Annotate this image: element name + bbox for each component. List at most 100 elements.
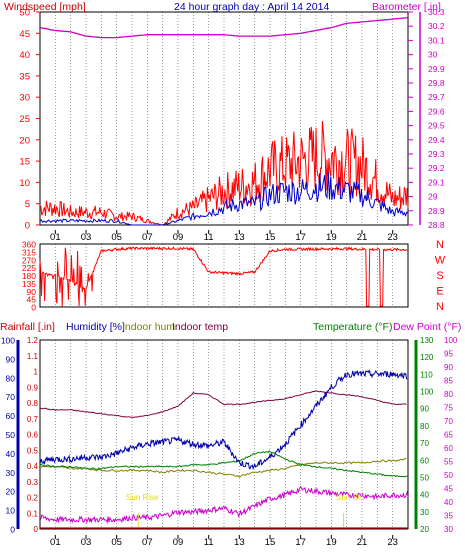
top-x-tick-label: 05 [111,232,122,243]
windspeed-tick-label: 30 [19,93,30,104]
barometer-tick-label: 29.9 [428,64,445,74]
bot-x-tick-label: 03 [81,537,92,548]
humidity-tick-label: 30 [6,468,16,478]
top-x-tick-label: 13 [234,232,245,243]
direction-tick-label: 270 [22,255,36,265]
temperature-tick-label: 130 [420,336,434,345]
temperature-tick-label: 50 [420,473,429,482]
windspeed-tick-label: 35 [19,71,30,82]
bot-x-tick-label: 09 [173,537,184,548]
indoor-temp-line [39,390,407,419]
direction-tick-label: 180 [22,271,36,281]
direction-tick-label: 360 [22,240,36,250]
dewpoint-tick-label: 60 [444,444,453,453]
bottom-x-ticks: 01 03 05 07 09 11 13 15 17 19 21 23 [50,535,398,548]
windspeed-tick-label: 25 [19,114,30,125]
barometer-tick-label: 30 [428,50,438,60]
temperature-tick-label: 70 [420,439,429,448]
barometer-tick-label: 28.9 [428,206,445,216]
barometer-tick-label: 29.2 [428,163,445,173]
bot-x-tick-label: 07 [142,537,153,548]
humidity-tick-label: 0 [10,525,15,535]
temperature-line [39,450,409,478]
top-x-tick-label: 11 [204,232,214,243]
barometer-tick-label: 29.3 [428,149,445,159]
humidity-tick-label: 80 [6,373,16,383]
top-x-tick-label: 09 [173,232,184,243]
barometer-tick-label: 29 [428,192,438,202]
rainfall-tick-label: 0.2 [27,494,39,503]
rainfall-ticks: 1.2 1.1 1 0.9 0.8 0.7 0.6 0.5 0.4 0.3 0.2 0.1 0 [27,336,39,534]
wind-direction-line [39,246,408,307]
windspeed-tick-label: 45 [19,29,30,40]
humidity-tick-label: 90 [6,354,16,364]
top-x-tick-label: 21 [357,232,368,243]
temperature-tick-label: 30 [420,508,429,517]
rainfall-tick-label: 0 [34,525,39,534]
dewpoint-tick-label: 90 [444,363,453,372]
bot-x-tick-label: 21 [357,537,368,548]
rainfall-tick-label: 1.2 [27,336,39,345]
compass-label: N [436,239,444,251]
top-right-ticks: 30.3 30.2 30.1 30 29.9 29.8 29.7 29.6 29.5 29.4 29… [408,7,445,230]
windspeed-blue-line [39,172,409,226]
dewpoint-tick-label: 45 [444,485,453,494]
dewpoint-ticks: 100 95 90 85 80 75 70 65 60 55 50 45 40 35 30 [444,336,458,534]
dewpoint-label: Dew Point (°F) [393,321,461,333]
top-x-tick-label: 03 [81,232,92,243]
top-x-tick-label: 19 [326,232,337,243]
rainfall-tick-label: 0.1 [27,509,39,518]
bot-x-tick-label: 13 [234,537,245,548]
humidity-tick-label: 60 [6,411,16,421]
rainfall-tick-label: 0.6 [27,431,39,440]
temperature-label: Temperature (°F) [313,321,392,333]
rainfall-tick-label: 0.3 [27,478,39,487]
barometer-tick-label: 28.8 [428,220,445,230]
dewpoint-tick-label: 70 [444,417,453,426]
mid-plot-frame [39,243,409,308]
mid-series [39,246,408,307]
rainfall-tick-label: 1.1 [27,352,39,361]
humidity-tick-label: 10 [6,506,16,516]
top-x-tick-label: 17 [295,232,306,243]
humidity-line [39,369,408,471]
windspeed-tick-label: 5 [25,199,30,210]
temperature-tick-label: 90 [420,405,429,414]
indoor-hum-line [40,457,407,478]
rainfall-tick-label: 0.5 [27,446,39,455]
top-series [39,17,409,226]
top-x-tick-label: 07 [142,232,153,243]
dewpoint-tick-label: 30 [444,525,453,534]
bot-x-tick-label: 23 [387,537,398,548]
barometer-label: Barometer [.in] [372,1,441,13]
direction-tick-label: 0 [31,303,36,313]
direction-tick-label: 45 [27,295,37,305]
barometer-tick-label: 30.2 [428,21,445,31]
temperature-ticks: 130 120 110 100 90 80 70 60 50 40 30 20 [420,336,434,534]
bottom-plot-frame [39,339,409,530]
rainfall-tick-label: 1 [34,368,39,377]
direction-tick-label: 315 [22,247,36,257]
barometer-tick-label: 29.1 [428,177,445,187]
windspeed-line [39,120,409,226]
windspeed-tick-label: 50 [19,8,30,19]
compass-label: E [436,286,443,298]
temperature-tick-label: 110 [420,370,433,379]
bot-x-tick-label: 19 [326,537,337,548]
temperature-tick-label: 40 [420,491,429,500]
dewpoint-tick-label: 40 [444,498,453,507]
indoor-hum-label: Indoor hum [122,321,175,333]
dewpoint-tick-label: 75 [444,404,453,413]
dewpoint-line [39,485,409,524]
bot-x-tick-label: 05 [111,537,122,548]
humidity-tick-label: 70 [6,392,16,402]
rainfall-tick-label: 0.4 [27,462,39,471]
dewpoint-tick-label: 100 [444,336,458,345]
barometer-tick-label: 29.5 [428,121,445,131]
